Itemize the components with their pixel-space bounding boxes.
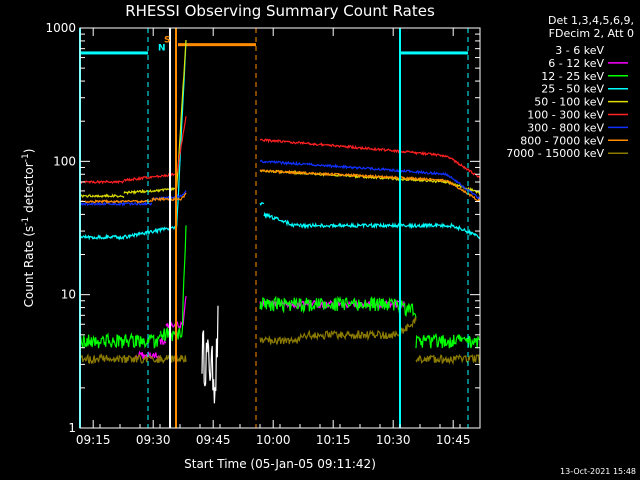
legend-header: Det 1,3,4,5,6,9, bbox=[548, 14, 634, 27]
x-tick-label: 10:45 bbox=[436, 433, 471, 447]
x-tick-label: 09:45 bbox=[196, 433, 231, 447]
legend-entry-label: 3 - 6 keV bbox=[555, 44, 604, 57]
y-axis-label-part: Count Rate (s bbox=[22, 226, 36, 308]
series-line bbox=[79, 353, 187, 365]
series-line bbox=[299, 221, 481, 240]
x-tick-label: 10:15 bbox=[316, 433, 351, 447]
series-line bbox=[79, 332, 161, 349]
chart-title: RHESSI Observing Summary Count Rates bbox=[125, 2, 435, 20]
series-line bbox=[415, 333, 481, 349]
series-line bbox=[79, 201, 153, 207]
y-tick-label: 10 bbox=[61, 288, 76, 302]
state-bar bbox=[400, 51, 468, 55]
state-flag: S bbox=[164, 35, 170, 45]
series-line bbox=[79, 193, 125, 199]
x-tick-label: 10:30 bbox=[376, 433, 411, 447]
series-line bbox=[79, 233, 125, 241]
legend-entry-label: 300 - 800 keV bbox=[527, 121, 604, 134]
series-line bbox=[259, 138, 481, 179]
legend: Det 1,3,4,5,6,9, FDecim 2, Att 0 3 - 6 k… bbox=[506, 14, 634, 160]
series-line bbox=[259, 295, 417, 319]
series-line bbox=[299, 316, 417, 341]
state-bar bbox=[178, 43, 256, 47]
x-tick-label: 10:00 bbox=[256, 433, 291, 447]
series-line bbox=[415, 353, 481, 366]
state-bar bbox=[80, 51, 148, 55]
legend-entry-label: 6 - 12 keV bbox=[548, 57, 604, 70]
series-line bbox=[259, 201, 265, 206]
timestamp: 13-Oct-2021 15:48 bbox=[560, 467, 636, 476]
x-axis: 09:15 09:30 09:45 10:00 10:15 10:30 10:45 bbox=[76, 28, 481, 447]
y-axis-label: Count Rate (s-1 detector-1) bbox=[21, 149, 36, 308]
series-line bbox=[79, 179, 125, 185]
y-tick-label: 1 bbox=[68, 421, 76, 435]
y-axis: 1 10 100 1000 bbox=[45, 21, 480, 435]
y-tick-label: 1000 bbox=[45, 21, 76, 35]
plot-area: SN 09:15 09:30 09:45 10:00 10:15 10:30 10:45 1… bbox=[45, 21, 481, 447]
y-axis-label-sup: -1 bbox=[21, 217, 31, 226]
legend-entry-label: 12 - 25 keV bbox=[541, 70, 604, 83]
legend-entry-label: 7000 - 15000 keV bbox=[506, 147, 604, 160]
series-line bbox=[260, 159, 481, 200]
series-line bbox=[159, 337, 167, 345]
state-flag: N bbox=[158, 43, 166, 53]
legend-header: FDecim 2, Att 0 bbox=[549, 27, 634, 40]
series-line bbox=[263, 211, 301, 228]
legend-entry-label: 100 - 300 keV bbox=[527, 109, 604, 122]
y-axis-label-sup: -1 bbox=[21, 153, 31, 162]
legend-entry-label: 25 - 50 keV bbox=[541, 83, 604, 96]
series-line bbox=[259, 334, 301, 345]
series-line bbox=[79, 199, 153, 205]
series-line bbox=[201, 305, 219, 404]
series-line bbox=[259, 169, 481, 203]
y-tick-label: 100 bbox=[53, 154, 76, 168]
series-line bbox=[159, 225, 187, 342]
legend-entry-label: 50 - 100 keV bbox=[534, 96, 604, 109]
y-axis-label-part: ) bbox=[22, 149, 36, 154]
x-axis-label: Start Time (05-Jan-05 09:11:42) bbox=[184, 457, 376, 471]
x-tick-label: 09:30 bbox=[136, 433, 171, 447]
legend-entry-label: 800 - 7000 keV bbox=[520, 134, 604, 147]
y-axis-label-part: detector bbox=[22, 162, 36, 217]
x-tick-label: 09:15 bbox=[76, 433, 111, 447]
